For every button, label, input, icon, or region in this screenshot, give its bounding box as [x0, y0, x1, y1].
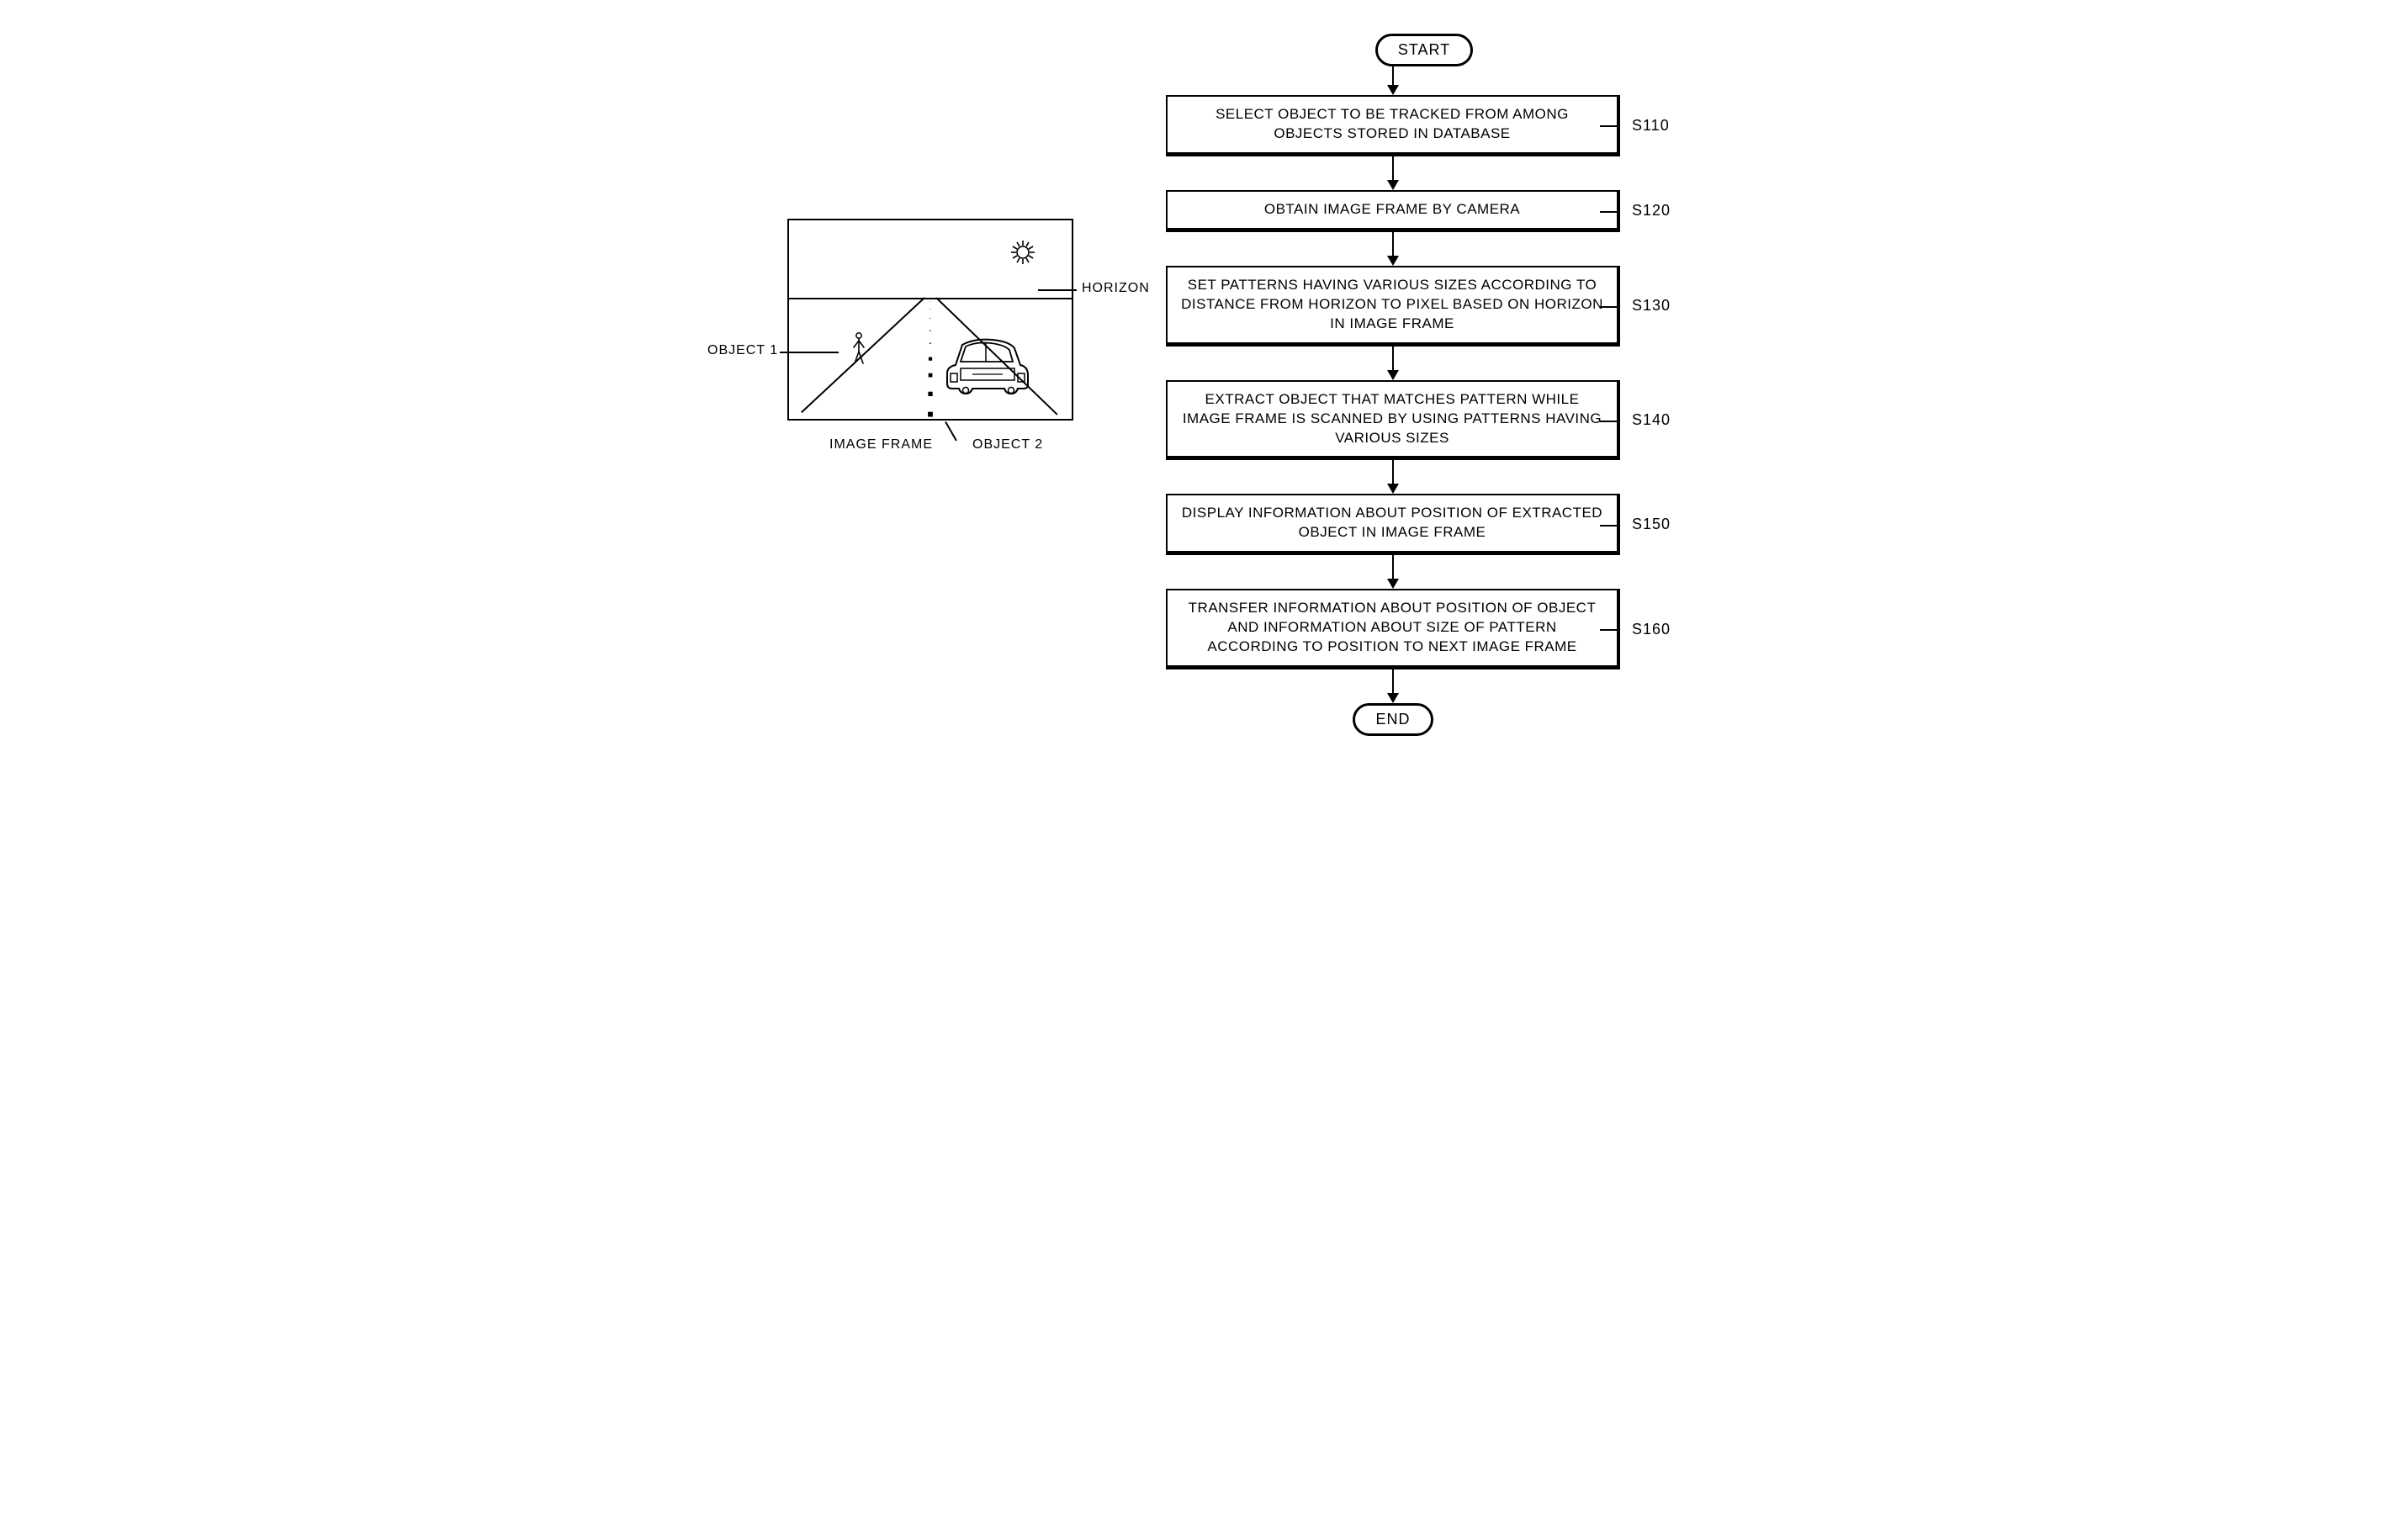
flow-arrow [1387, 460, 1399, 494]
flow-step-box: EXTRACT OBJECT THAT MATCHES PATTERN WHIL… [1166, 380, 1620, 461]
start-terminal: START [1375, 34, 1473, 66]
step-connector [1600, 525, 1617, 527]
flow-arrow [1387, 347, 1399, 380]
flow-step-box: DISPLAY INFORMATION ABOUT POSITION OF EX… [1166, 494, 1620, 555]
flow-arrow [1387, 156, 1399, 190]
person-icon [851, 331, 866, 369]
image-frame-caption: IMAGE FRAME [829, 437, 933, 452]
object2-label: OBJECT 2 [972, 437, 1043, 452]
horizon-label: HORIZON [1082, 281, 1150, 296]
flow-step: DISPLAY INFORMATION ABOUT POSITION OF EX… [1166, 494, 1682, 555]
flow-arrow [1387, 232, 1399, 266]
flow-step: TRANSFER INFORMATION ABOUT POSITION OF O… [1166, 589, 1682, 669]
step-connector [1600, 421, 1617, 422]
flow-arrow [1387, 555, 1399, 589]
step-connector [1600, 125, 1617, 127]
flow-step: OBTAIN IMAGE FRAME BY CAMERA S120 [1166, 190, 1682, 232]
flow-step: EXTRACT OBJECT THAT MATCHES PATTERN WHIL… [1166, 380, 1682, 461]
flow-step-id: S110 [1632, 117, 1682, 135]
flow-step-id: S150 [1632, 516, 1682, 533]
flow-arrow [1387, 66, 1399, 95]
flow-step-box: TRANSFER INFORMATION ABOUT POSITION OF O… [1166, 589, 1620, 669]
flowchart: START SELECT OBJECT TO BE TRACKED FROM A… [1166, 34, 1682, 736]
flow-step-box: OBTAIN IMAGE FRAME BY CAMERA [1166, 190, 1620, 232]
flow-step-id: S120 [1632, 202, 1682, 220]
road-centerline: ·····▪▪▪▪ [929, 299, 932, 421]
image-illustration: ·····▪▪▪▪ HORIZON OBJECT 1 [712, 219, 1099, 421]
flow-step-box: SET PATTERNS HAVING VARIOUS SIZES ACCORD… [1166, 266, 1620, 347]
object1-label: OBJECT 1 [707, 343, 778, 358]
step-connector [1600, 211, 1617, 213]
flow-step-id: S140 [1632, 411, 1682, 429]
sun-icon [1008, 237, 1038, 272]
flow-step-box: SELECT OBJECT TO BE TRACKED FROM AMONG O… [1166, 95, 1620, 156]
flow-step-id: S130 [1632, 297, 1682, 315]
flow-arrow [1387, 669, 1399, 703]
flow-step: SET PATTERNS HAVING VARIOUS SIZES ACCORD… [1166, 266, 1682, 347]
flow-step: SELECT OBJECT TO BE TRACKED FROM AMONG O… [1166, 95, 1682, 156]
step-connector [1600, 629, 1617, 631]
flow-step-id: S160 [1632, 621, 1682, 638]
end-terminal: END [1353, 703, 1433, 736]
car-icon [940, 336, 1033, 405]
image-frame-box: ·····▪▪▪▪ [787, 219, 1073, 421]
step-connector [1600, 306, 1617, 308]
